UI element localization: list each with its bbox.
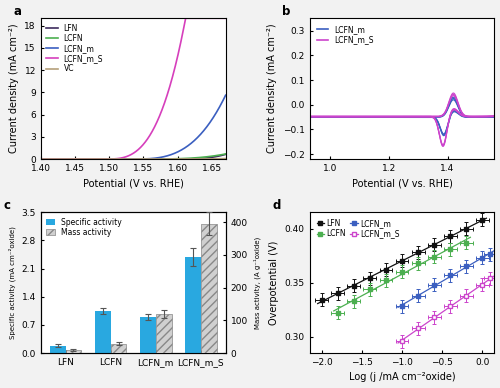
LCFN_m <box>222 93 228 97</box>
VC <box>217 156 223 161</box>
VC <box>184 157 190 161</box>
LCFN <box>222 152 228 156</box>
LCFN_m_S <box>122 154 128 159</box>
LCFN_m_S <box>128 152 134 157</box>
Bar <box>201 224 216 353</box>
LCFN_m <box>128 157 134 161</box>
LCFN <box>217 152 223 157</box>
Text: a: a <box>13 5 21 19</box>
Bar <box>140 317 156 353</box>
Legend: LCFN_m, LCFN_m_S: LCFN_m, LCFN_m_S <box>314 22 376 47</box>
LFN <box>38 157 44 161</box>
LCFN_m <box>38 157 44 161</box>
Legend: LFN, LCFN, LCFN_m, LCFN_m_S: LFN, LCFN, LCFN_m, LCFN_m_S <box>314 216 402 241</box>
VC <box>222 156 228 161</box>
Bar <box>50 346 66 353</box>
Text: c: c <box>4 199 11 213</box>
Y-axis label: Overpotential (V): Overpotential (V) <box>269 241 279 325</box>
LCFN_m <box>47 157 53 161</box>
LCFN_m_S <box>38 157 44 161</box>
LFN <box>217 153 223 158</box>
LCFN_m_S <box>182 16 188 21</box>
LCFN_m <box>122 157 128 161</box>
Line: LCFN: LCFN <box>41 154 226 159</box>
LFN <box>122 157 128 161</box>
LCFN <box>128 157 134 161</box>
LCFN_m_S <box>217 16 223 21</box>
Line: LCFN_m_S: LCFN_m_S <box>41 18 226 159</box>
Y-axis label: Current density (mA cm⁻²): Current density (mA cm⁻²) <box>268 24 278 154</box>
LFN <box>47 157 53 161</box>
Y-axis label: Current density (mA cm⁻²): Current density (mA cm⁻²) <box>9 24 19 154</box>
LFN <box>184 157 190 161</box>
LCFN_m <box>217 104 223 108</box>
X-axis label: Log (j /mA cm⁻²oxide): Log (j /mA cm⁻²oxide) <box>348 372 456 383</box>
LCFN <box>38 157 44 161</box>
Y-axis label: Mass activity, (A g⁻¹oxide): Mass activity, (A g⁻¹oxide) <box>254 237 261 329</box>
LCFN_m <box>184 145 190 149</box>
Line: LCFN_m: LCFN_m <box>41 95 226 159</box>
Legend: LFN, LCFN, LCFN_m, LCFN_m_S, VC: LFN, LCFN, LCFN_m, LCFN_m_S, VC <box>44 22 104 75</box>
VC <box>47 157 53 161</box>
Text: b: b <box>282 5 290 19</box>
VC <box>128 157 134 161</box>
LCFN_m_S <box>218 16 224 21</box>
LCFN_m_S <box>47 157 53 161</box>
Bar <box>95 311 110 353</box>
LCFN_m_S <box>184 16 190 21</box>
LFN <box>217 153 223 158</box>
Bar <box>156 314 172 353</box>
LFN <box>128 157 134 161</box>
LCFN <box>122 157 128 161</box>
Bar <box>66 350 82 353</box>
Legend: Specific activity, Mass activity: Specific activity, Mass activity <box>44 216 124 238</box>
Line: LFN: LFN <box>41 154 226 159</box>
LCFN <box>184 156 190 161</box>
Text: d: d <box>272 199 281 213</box>
X-axis label: Potential (V vs. RHE): Potential (V vs. RHE) <box>352 178 452 189</box>
VC <box>217 156 223 161</box>
Bar <box>110 344 126 353</box>
LCFN_m <box>217 103 223 108</box>
VC <box>38 157 44 161</box>
Y-axis label: Specific activity (mA cm⁻²oxide): Specific activity (mA cm⁻²oxide) <box>8 226 16 339</box>
X-axis label: Potential (V vs. RHE): Potential (V vs. RHE) <box>83 178 184 189</box>
LCFN <box>217 152 223 157</box>
LCFN <box>47 157 53 161</box>
VC <box>122 157 128 161</box>
LFN <box>222 152 228 157</box>
Bar <box>185 257 201 353</box>
LCFN_m_S <box>222 16 228 21</box>
